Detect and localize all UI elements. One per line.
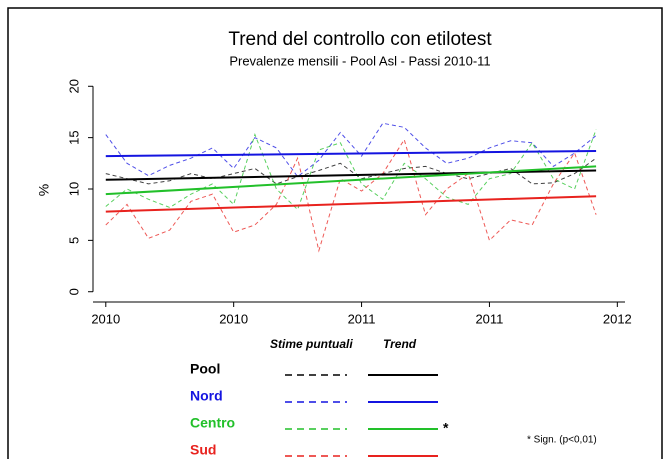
legend-note: * — [443, 420, 449, 436]
monthly-line — [105, 122, 597, 178]
y-axis-label: % — [36, 184, 52, 196]
trend-line — [105, 165, 597, 196]
y-tick-label: 5 — [66, 237, 81, 244]
chart-title: Trend del controllo con etilotest — [228, 29, 492, 50]
monthly-line — [105, 138, 597, 253]
x-tick-label: 2010 — [219, 311, 248, 326]
y-tick-label: 0 — [66, 288, 81, 295]
x-tick-label: 2011 — [348, 311, 376, 326]
chart-subtitle: Prevalenze mensili - Pool Asl - Passi 20… — [229, 53, 490, 68]
x-tick-label: 2012 — [603, 311, 632, 326]
monthly-line — [105, 129, 597, 211]
monthly-line — [105, 157, 597, 185]
trend-line — [105, 195, 597, 213]
x-tick-label: 2011 — [475, 311, 503, 326]
y-tick-label: 15 — [66, 130, 81, 144]
legend-label: Centro — [190, 415, 235, 431]
legend-label: Sud — [190, 442, 216, 458]
x-tick-label: 2010 — [91, 311, 120, 326]
legend-label: Pool — [190, 361, 220, 377]
trend-line — [105, 169, 597, 181]
legend-header: Trend — [383, 337, 417, 351]
legend-header: Stime puntuali — [270, 337, 353, 351]
y-tick-label: 10 — [66, 182, 81, 196]
trend-line — [105, 149, 597, 158]
frame — [7, 7, 663, 459]
y-tick-label: 20 — [66, 79, 81, 93]
legend-label: Nord — [190, 388, 223, 404]
footnote: * Sign. (p<0,01) — [527, 435, 597, 446]
